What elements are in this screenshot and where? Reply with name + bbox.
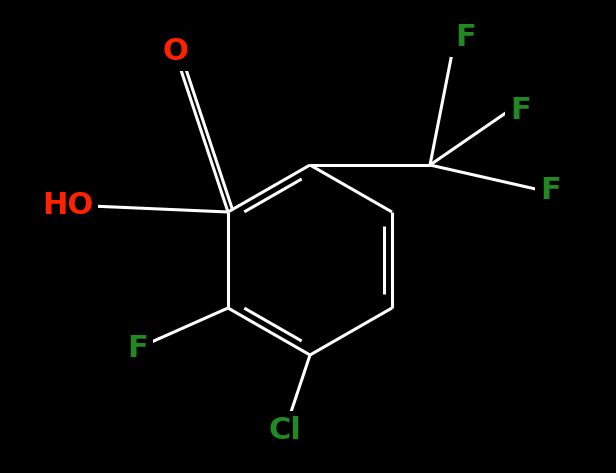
- Text: Cl: Cl: [269, 415, 301, 445]
- Text: F: F: [128, 333, 148, 362]
- Text: O: O: [162, 37, 188, 67]
- Text: F: F: [540, 175, 561, 204]
- Text: F: F: [455, 24, 476, 53]
- Text: HO: HO: [43, 191, 94, 219]
- Text: F: F: [510, 96, 531, 124]
